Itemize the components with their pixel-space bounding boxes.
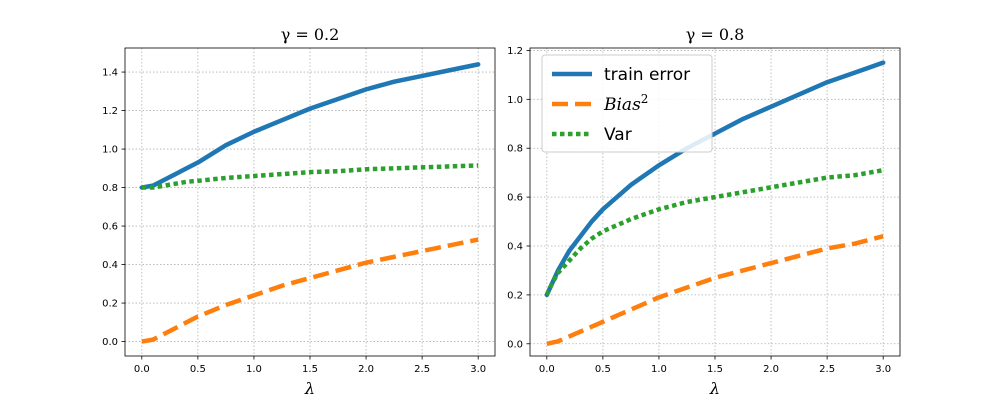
- y-tick-label: 0.0: [102, 337, 118, 348]
- series-line-bias-: [141, 237, 479, 344]
- x-tick-label: 0.5: [595, 364, 611, 375]
- x-tick-label: 2.0: [358, 364, 374, 375]
- x-axis-label: λ: [709, 379, 720, 398]
- y-tick-label: 0.8: [507, 144, 523, 155]
- chart-panel-gamma-0.8: 0.0 0.5 1.0 1.5 2.0 2.5 3.0 0.0 0.2 0.4 0.6 0.8 1.0 1…: [507, 25, 901, 398]
- y-tick-label: 0.2: [102, 299, 118, 310]
- legend: train error Bias2 Var: [541, 54, 713, 153]
- chart-panel-gamma-0.2: 0.0 0.5 1.0 1.5 2.0 2.5 3.0 0.0 0.2 0.4 0.6 0.8 1.0 1…: [102, 25, 496, 398]
- series-line-bias-: [546, 234, 884, 346]
- legend-label: Bias2: [603, 92, 648, 115]
- y-tick-label: 1.0: [507, 95, 523, 106]
- x-tick-label: 1.0: [651, 364, 667, 375]
- x-tick-label: 2.0: [763, 364, 779, 375]
- series-line-var: [544, 168, 884, 296]
- x-tick-label: 1.5: [302, 364, 318, 375]
- legend-label: Var: [604, 125, 632, 145]
- y-tick-label: 0.0: [507, 339, 523, 350]
- legend-box: [541, 54, 713, 153]
- y-tick-label: 0.4: [507, 242, 523, 253]
- y-tick-label: 1.0: [102, 145, 118, 156]
- x-tick-label: 0.5: [190, 364, 206, 375]
- x-tick-label: 3.0: [470, 364, 486, 375]
- x-tick-label: 1.5: [707, 364, 723, 375]
- x-tick-label: 0.0: [134, 364, 150, 375]
- x-tick-label: 3.0: [875, 364, 891, 375]
- series-line-train-error: [139, 62, 481, 190]
- y-tick-label: 0.6: [102, 222, 118, 233]
- x-tick-label: 2.5: [414, 364, 430, 375]
- y-tick-label: 0.2: [507, 290, 523, 301]
- x-axis-label: λ: [304, 379, 315, 398]
- y-tick-label: 0.6: [507, 193, 523, 204]
- panel-title: γ = 0.2: [281, 25, 340, 44]
- y-tick-label: 1.2: [507, 46, 523, 57]
- x-tick-label: 0.0: [539, 364, 555, 375]
- x-tick-label: 1.0: [246, 364, 262, 375]
- legend-label: train error: [604, 65, 690, 85]
- legend-superscript: 2: [641, 92, 649, 106]
- y-tick-label: 0.8: [102, 183, 118, 194]
- series-line-train-error: [544, 60, 886, 298]
- panel-title: γ = 0.8: [686, 25, 745, 44]
- y-tick-label: 1.2: [102, 106, 118, 117]
- y-tick-label: 1.4: [102, 68, 118, 79]
- y-tick-label: 0.4: [102, 260, 118, 271]
- x-tick-label: 2.5: [819, 364, 835, 375]
- series-line-var: [141, 163, 479, 190]
